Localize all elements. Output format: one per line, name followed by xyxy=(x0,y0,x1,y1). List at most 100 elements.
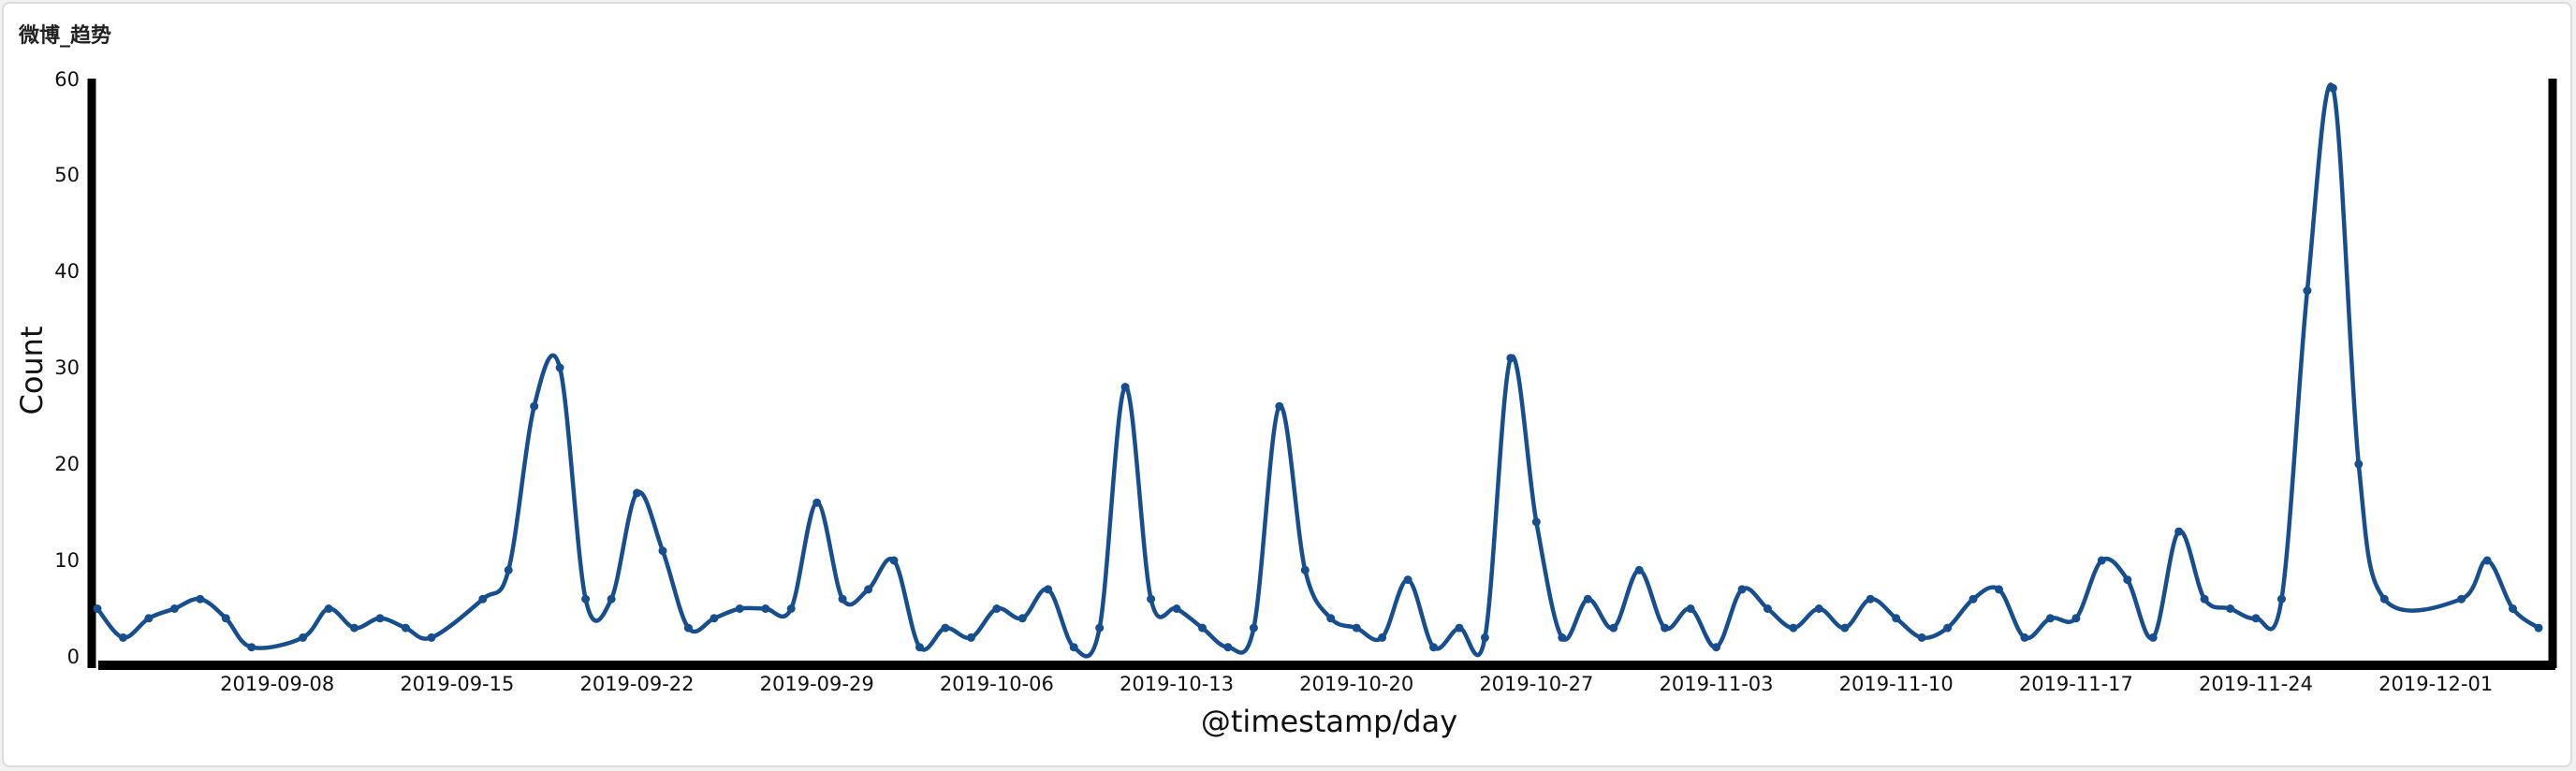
data-point xyxy=(992,604,1002,613)
series-points xyxy=(93,83,2543,652)
data-point xyxy=(786,604,796,613)
data-point xyxy=(93,604,102,613)
x-tick-label: 2019-10-13 xyxy=(1120,673,1234,695)
data-point xyxy=(1634,565,1644,575)
data-point xyxy=(1326,614,1336,623)
data-point xyxy=(427,633,436,642)
data-point xyxy=(1969,594,1978,604)
data-point xyxy=(761,604,770,613)
data-point xyxy=(221,614,230,623)
data-point xyxy=(299,633,308,642)
x-tick-labels: 2019-09-08 2019-09-15 2019-09-22 2019-09-29… xyxy=(220,673,2493,695)
data-point xyxy=(1712,643,1720,652)
x-axis-title: @timestamp/day xyxy=(1201,704,1457,739)
data-point xyxy=(2482,556,2492,565)
y-axis-title: Count xyxy=(14,326,50,415)
data-point xyxy=(2174,527,2184,536)
data-point xyxy=(2123,575,2132,585)
data-point xyxy=(2071,614,2081,623)
data-point xyxy=(1403,575,1412,585)
data-point xyxy=(1198,623,1207,633)
data-point xyxy=(889,556,899,565)
data-point xyxy=(1609,623,1618,633)
data-point xyxy=(1814,604,1823,613)
data-point xyxy=(1840,623,1850,633)
data-point xyxy=(1737,585,1747,594)
data-point xyxy=(1044,585,1053,594)
y-tick-label: 0 xyxy=(67,646,80,668)
data-point xyxy=(710,614,719,623)
data-point xyxy=(2534,623,2543,633)
data-point xyxy=(1506,354,1515,363)
data-point xyxy=(1892,614,1901,623)
data-point xyxy=(1917,633,1926,642)
data-point xyxy=(1583,594,1592,604)
data-point xyxy=(478,594,488,604)
data-point xyxy=(169,604,179,613)
data-point xyxy=(838,594,847,604)
data-point xyxy=(915,643,924,652)
data-point xyxy=(1480,633,1489,642)
y-tick-labels: 0 10 20 30 40 50 60 xyxy=(54,68,80,668)
data-point xyxy=(350,623,359,633)
y-tick-label: 50 xyxy=(54,164,80,186)
data-point xyxy=(375,614,385,623)
data-point xyxy=(1378,633,1387,642)
data-point xyxy=(324,604,333,613)
data-point xyxy=(1558,633,1567,642)
data-point xyxy=(2148,633,2158,642)
x-tick-label: 2019-10-20 xyxy=(1299,673,1413,695)
data-point xyxy=(581,594,591,604)
data-point xyxy=(966,633,975,642)
data-point xyxy=(1661,623,1670,633)
series-line xyxy=(95,82,2541,659)
data-point xyxy=(2097,556,2106,565)
data-point xyxy=(941,623,950,633)
data-point xyxy=(1275,401,1284,411)
data-point xyxy=(658,546,667,556)
data-point xyxy=(2328,83,2337,93)
data-point xyxy=(683,623,693,633)
data-point xyxy=(1095,623,1105,633)
data-point xyxy=(1172,604,1181,613)
data-point xyxy=(1943,623,1953,633)
x-tick-label: 2019-09-29 xyxy=(760,673,874,695)
data-point xyxy=(119,633,127,642)
y-tick-label: 10 xyxy=(54,549,80,572)
data-point xyxy=(1352,623,1361,633)
y-tick-label: 60 xyxy=(54,68,80,91)
x-tick-label: 2019-11-03 xyxy=(1659,673,1773,695)
data-point xyxy=(1455,623,1464,633)
data-point xyxy=(1789,623,1798,633)
data-point xyxy=(1120,383,1130,392)
data-point xyxy=(401,623,410,633)
data-point xyxy=(2251,614,2261,623)
data-point xyxy=(812,498,822,507)
data-point xyxy=(247,643,256,652)
x-tick-label: 2019-12-01 xyxy=(2378,673,2493,695)
x-tick-label: 2019-10-06 xyxy=(940,673,1054,695)
data-point xyxy=(2045,614,2055,623)
data-point xyxy=(2277,594,2286,604)
data-point xyxy=(607,594,616,604)
data-point xyxy=(1866,594,1875,604)
x-tick-label: 2019-09-15 xyxy=(400,673,514,695)
data-point xyxy=(1147,594,1156,604)
data-point xyxy=(1300,565,1310,575)
x-tick-label: 2019-10-27 xyxy=(1479,673,1593,695)
data-point xyxy=(1763,604,1772,613)
data-point xyxy=(1995,585,2003,594)
x-tick-label: 2019-11-17 xyxy=(2019,673,2133,695)
data-point xyxy=(1017,614,1027,623)
data-point xyxy=(2226,604,2235,613)
data-point xyxy=(2020,633,2029,642)
data-point xyxy=(1223,643,1233,652)
data-point xyxy=(196,594,205,604)
panel-title: 微博_趋势 xyxy=(19,24,112,48)
data-point xyxy=(555,363,564,372)
data-point xyxy=(530,401,539,411)
data-point xyxy=(2379,594,2389,604)
data-point xyxy=(2303,286,2312,296)
y-tick-label: 20 xyxy=(54,453,80,475)
data-point xyxy=(864,585,873,594)
